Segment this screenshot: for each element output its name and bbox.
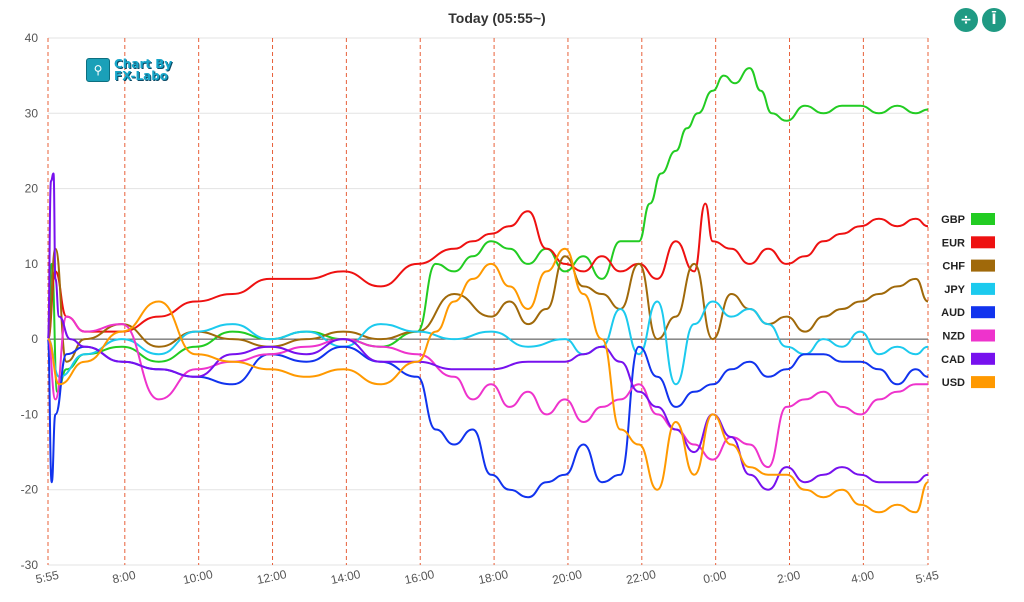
legend-label: JPY — [944, 284, 965, 296]
zoom-range-button[interactable]: Ī — [982, 8, 1006, 32]
series-line-nzd — [47, 315, 928, 469]
y-axis-ticks: -30 -20 -10 0 10 20 30 40 — [21, 31, 39, 572]
legend-label: EUR — [942, 237, 965, 249]
legend-swatch — [971, 329, 995, 342]
y-tick-label: 40 — [25, 31, 39, 45]
legend-label: AUD — [941, 307, 965, 319]
series-line-gbp — [47, 67, 929, 393]
legend-item-aud[interactable]: AUD — [941, 306, 995, 319]
x-tick-label: 0:00 — [702, 568, 728, 587]
legend-swatch — [971, 376, 995, 389]
x-tick-label: 10:00 — [182, 567, 215, 587]
legend-swatch — [971, 306, 995, 319]
legend-swatch — [971, 282, 995, 295]
chart-by-fx-labo-logo: ⚲ Chart By FX-Labo — [86, 58, 172, 82]
x-tick-label: 20:00 — [551, 567, 584, 587]
legend-label: CAD — [941, 354, 965, 366]
legend-swatch — [971, 352, 995, 365]
legend-item-cad[interactable]: CAD — [941, 352, 995, 366]
zoom-fit-button[interactable]: ÷ — [954, 8, 978, 32]
range-icon: Ī — [991, 12, 997, 28]
legend-label: CHF — [942, 261, 965, 273]
x-tick-label: 14:00 — [329, 567, 362, 587]
y-tick-label: 30 — [25, 106, 39, 120]
y-tick-label: 20 — [25, 182, 39, 196]
legend-label: USD — [942, 377, 965, 389]
series-line-jpy — [47, 300, 929, 386]
legend-item-nzd[interactable]: NZD — [942, 329, 995, 343]
series-line-cad — [47, 172, 929, 491]
legend-item-chf[interactable]: CHF — [942, 259, 995, 273]
legend-item-gbp[interactable]: GBP — [941, 213, 995, 226]
legend-swatch — [971, 236, 995, 249]
series-lines — [47, 67, 929, 514]
y-tick-label: -20 — [21, 483, 39, 497]
series-line-eur — [47, 202, 929, 341]
y-tick-label: 10 — [25, 257, 39, 271]
divide-icon: ÷ — [960, 12, 972, 28]
x-tick-label: 2:00 — [776, 568, 802, 587]
y-tick-label: 0 — [31, 332, 38, 346]
logo-line-2: FX-Labo — [114, 69, 169, 83]
legend-label: GBP — [941, 214, 965, 226]
x-tick-label: 5:55 — [34, 568, 60, 587]
grid-lines — [47, 37, 929, 566]
legend-swatch — [971, 259, 995, 272]
x-tick-label: 22:00 — [625, 567, 658, 587]
legend[interactable]: GBP EUR CHF JPY AUD NZD CAD USD — [941, 213, 995, 389]
series-line-usd — [47, 247, 929, 514]
logo-text: Chart By FX-Labo — [114, 58, 172, 82]
legend-item-usd[interactable]: USD — [942, 376, 995, 389]
logo-line-1: Chart By — [114, 57, 173, 71]
y-tick-label: -30 — [21, 558, 39, 572]
magnifier-icon: ⚲ — [86, 58, 110, 82]
y-tick-label: -10 — [21, 407, 39, 421]
legend-swatch — [971, 213, 995, 225]
chart-title: Today (05:55~) — [448, 10, 545, 26]
legend-item-eur[interactable]: EUR — [942, 236, 995, 249]
x-tick-label: 8:00 — [111, 568, 137, 587]
x-tick-label: 5:45 — [914, 568, 940, 587]
legend-item-jpy[interactable]: JPY — [944, 282, 995, 296]
x-tick-label: 12:00 — [256, 567, 289, 587]
x-tick-label: 16:00 — [403, 567, 436, 587]
x-axis-ticks: 5:55 8:00 10:00 12:00 14:00 16:00 18:00 20:00 22… — [34, 567, 940, 587]
legend-label: NZD — [942, 331, 965, 343]
x-tick-label: 18:00 — [477, 567, 510, 587]
x-tick-label: 4:00 — [850, 568, 876, 587]
